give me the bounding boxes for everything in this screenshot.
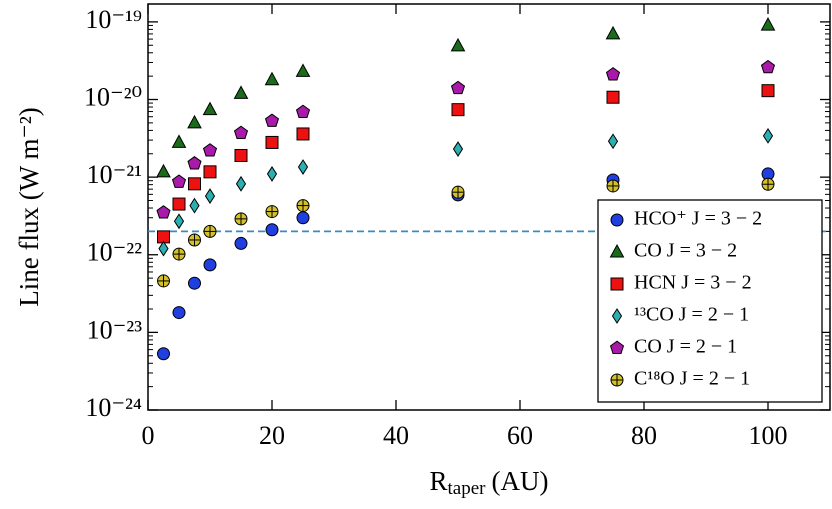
marker [158, 240, 169, 257]
x-tick-label: 0 [142, 421, 155, 450]
marker [605, 25, 621, 40]
marker [235, 175, 247, 192]
marker [451, 103, 465, 117]
marker [607, 133, 619, 150]
marker [760, 59, 776, 74]
marker [451, 185, 465, 199]
y-tick-label: 10⁻²⁰ [84, 82, 142, 111]
x-axis-label-main: R [430, 466, 448, 496]
marker [204, 188, 216, 205]
x-axis-label-unit: (AU) [492, 466, 549, 496]
marker [187, 114, 202, 129]
legend-label: HCN J = 3 − 2 [634, 272, 752, 294]
marker [760, 17, 776, 31]
legend-box [597, 199, 823, 403]
legend: HCO⁺ J = 3 − 2 CO J = 3 − 2 HCN J = 3 − 2 ¹… [597, 199, 823, 403]
marker [188, 177, 201, 191]
marker [172, 306, 186, 320]
y-axis-label: Line flux (W m⁻²) [14, 107, 44, 307]
marker [606, 90, 620, 104]
marker [202, 101, 218, 116]
marker [233, 125, 249, 140]
y-tick-label: 10⁻²⁴ [85, 393, 142, 422]
marker [296, 211, 310, 225]
legend-label: HCO⁺ J = 3 − 2 [634, 208, 762, 230]
marker [234, 212, 248, 226]
x-tick-label: 20 [259, 421, 285, 450]
x-tick-label: 100 [749, 421, 788, 450]
marker [264, 71, 280, 86]
marker [203, 165, 217, 179]
marker [266, 165, 278, 182]
marker [187, 156, 202, 170]
marker [610, 213, 624, 227]
marker [297, 159, 309, 175]
marker [234, 148, 248, 162]
marker [188, 233, 201, 247]
marker [171, 134, 187, 148]
legend-label: ¹³CO J = 2 − 1 [634, 304, 749, 326]
marker [172, 247, 186, 261]
x-axis-label: Rtaper (AU) [430, 466, 549, 499]
marker [157, 274, 170, 288]
marker [265, 223, 279, 237]
legend-label: CO J = 2 − 1 [634, 336, 737, 358]
marker [233, 85, 249, 99]
marker [610, 373, 624, 387]
y-tick-label: 10⁻²² [87, 238, 143, 267]
marker [450, 37, 466, 52]
marker [265, 205, 279, 219]
legend-label: C¹⁸O J = 2 − 1 [634, 368, 750, 390]
marker [172, 197, 186, 211]
marker [295, 104, 311, 119]
x-axis-label-sub: taper [448, 478, 487, 499]
marker [605, 67, 621, 81]
y-tick-label: 10⁻²³ [87, 315, 143, 344]
marker [157, 347, 170, 361]
legend-label: CO J = 3 − 2 [634, 240, 737, 262]
marker [609, 340, 625, 355]
marker [234, 236, 248, 250]
marker [611, 308, 623, 324]
marker [173, 213, 185, 230]
marker [295, 63, 311, 77]
x-tick-label: 60 [507, 421, 533, 450]
x-tick-label: 80 [631, 421, 657, 450]
marker [450, 80, 466, 95]
marker [188, 276, 201, 290]
marker [189, 197, 200, 214]
x-tick-label: 40 [383, 421, 409, 450]
marker [610, 277, 624, 291]
marker [171, 174, 187, 188]
marker [606, 179, 620, 193]
y-tick-label: 10⁻¹⁹ [85, 5, 142, 34]
marker [203, 258, 217, 272]
marker [762, 127, 774, 144]
marker [156, 205, 171, 219]
marker [452, 141, 464, 157]
marker [156, 163, 171, 178]
marker [609, 243, 625, 258]
marker [296, 199, 310, 213]
marker [264, 113, 280, 127]
plot-frame [147, 3, 831, 411]
marker [202, 143, 218, 157]
marker [296, 127, 310, 141]
marker [265, 135, 279, 149]
y-tick-label: 10⁻²¹ [87, 160, 142, 189]
marker [761, 84, 775, 98]
marker [203, 224, 217, 238]
marker [761, 177, 775, 191]
